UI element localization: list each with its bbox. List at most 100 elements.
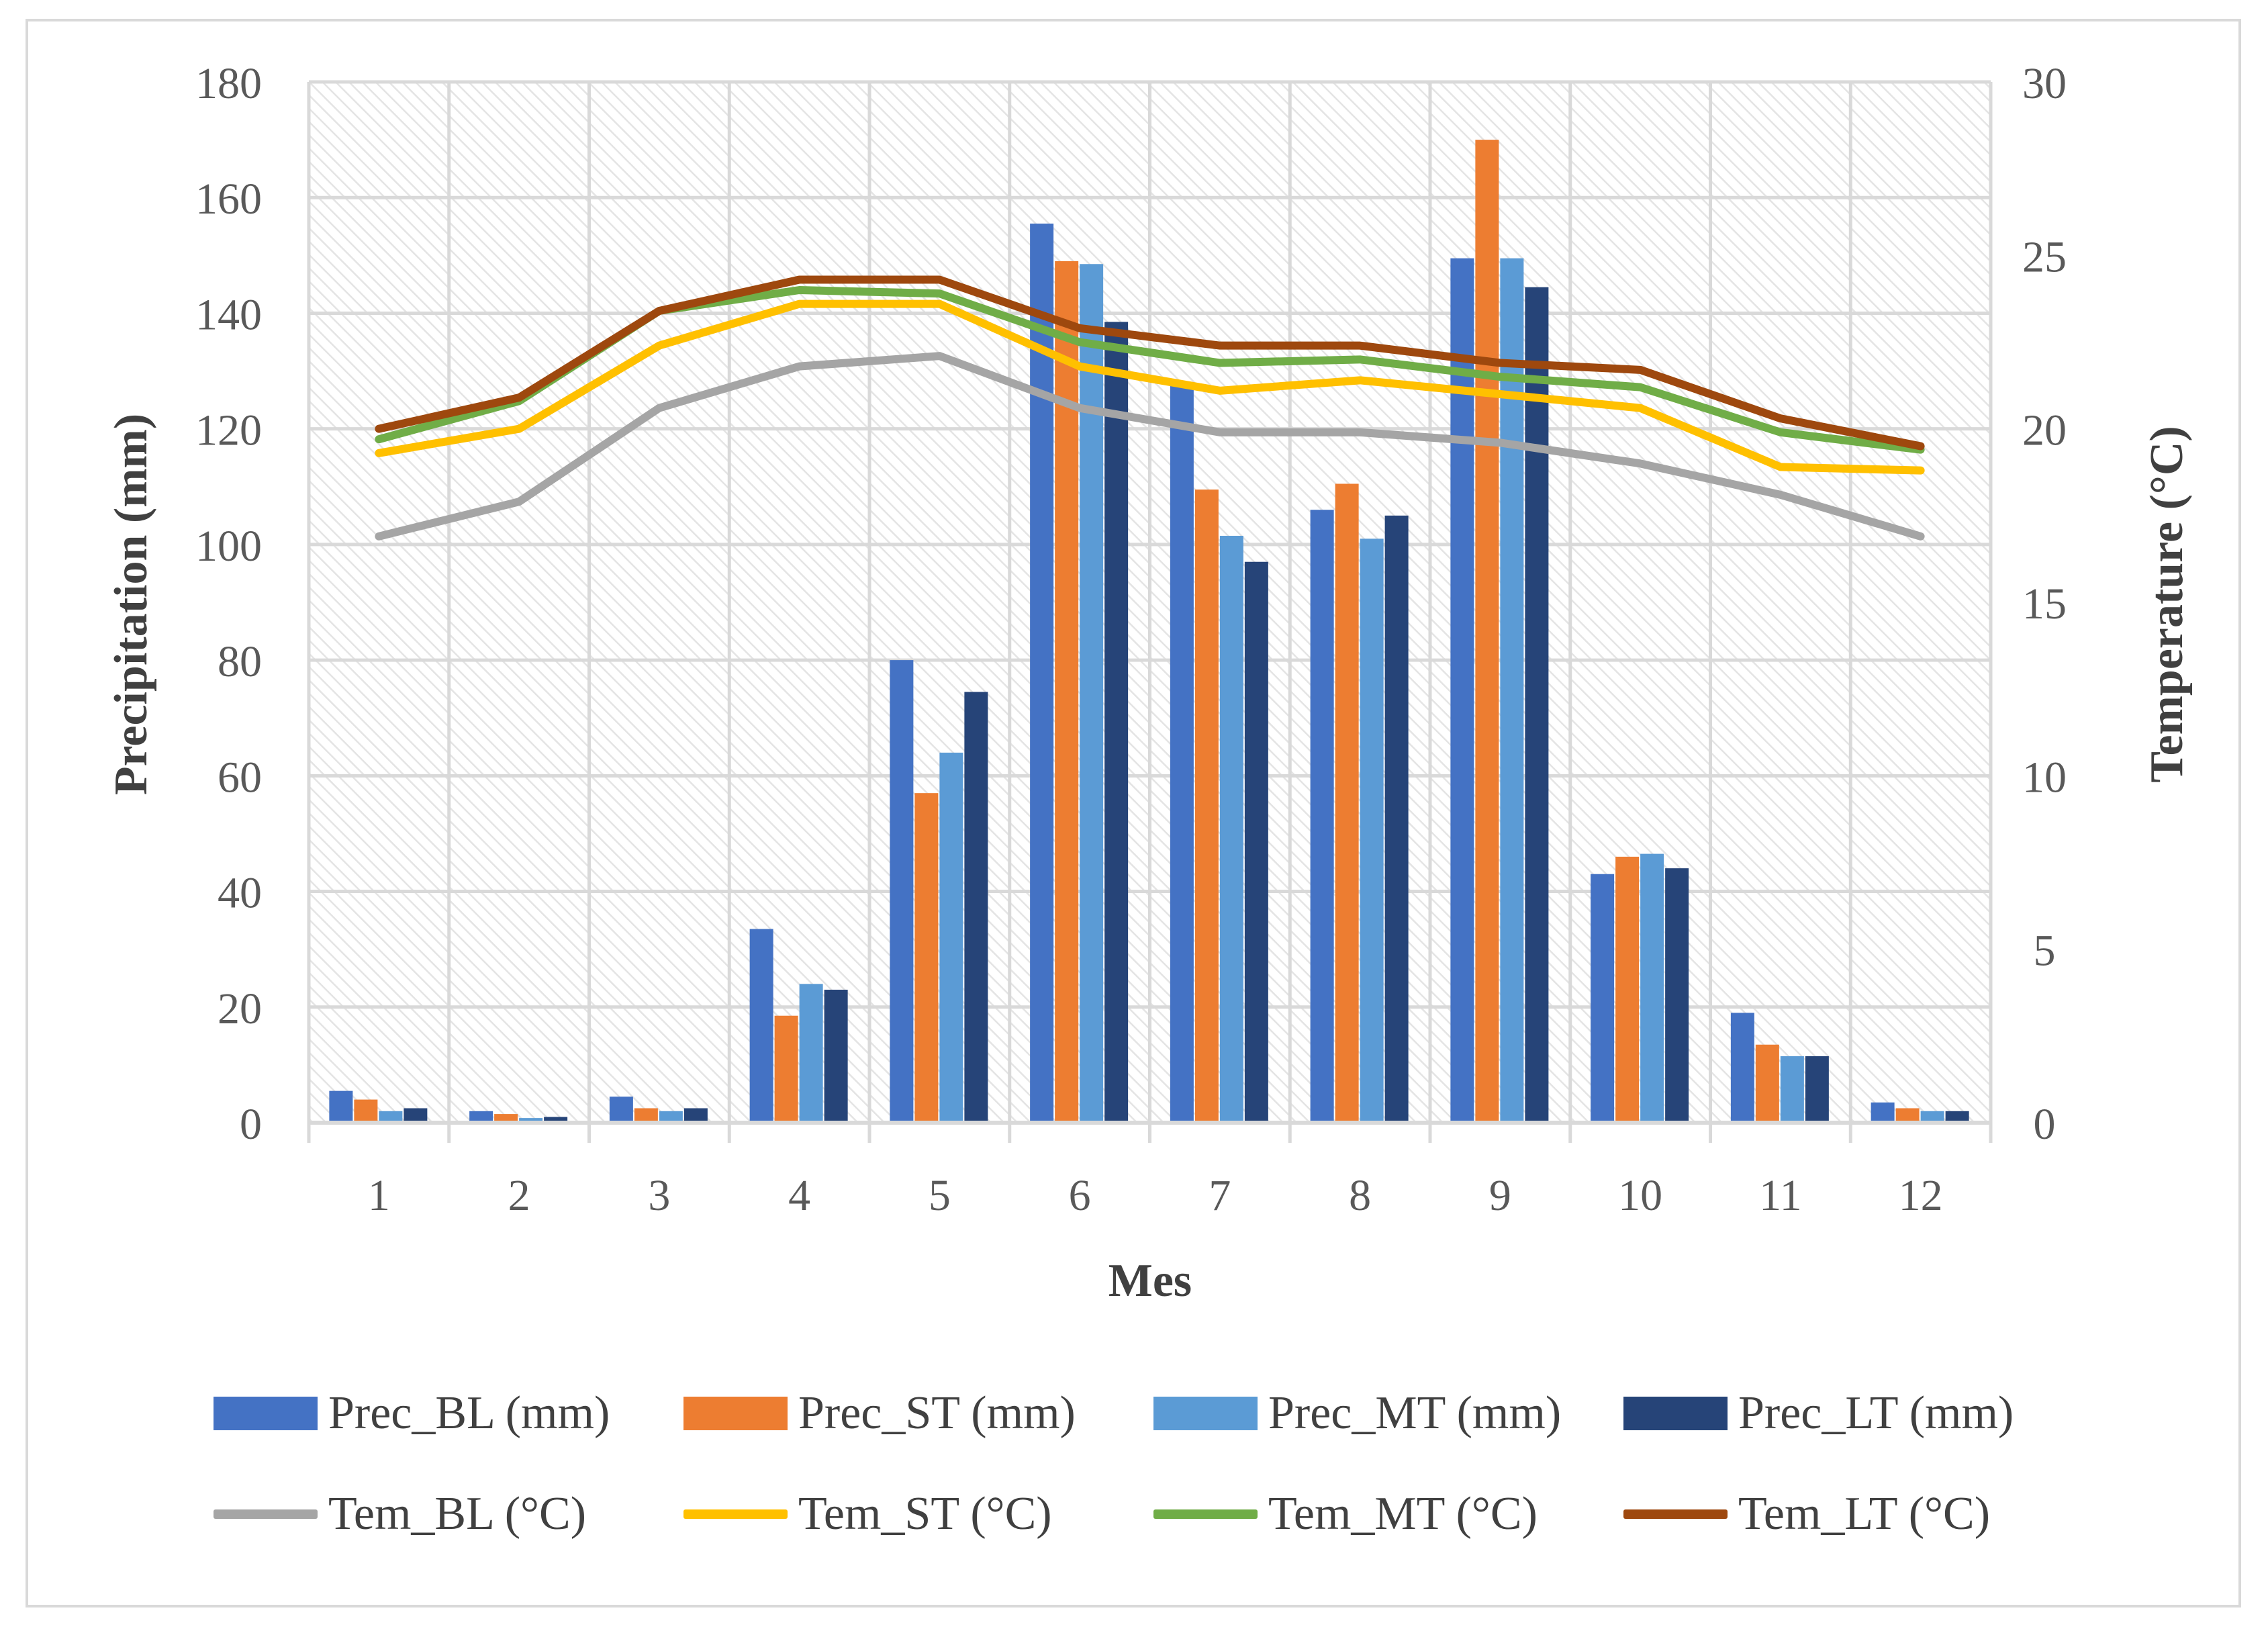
y2-axis-label: Temperature (°C) — [2141, 426, 2193, 783]
line-series-group — [375, 275, 1925, 541]
bar-prec-st-9 — [1475, 140, 1499, 1123]
bar-prec-lt-9 — [1525, 287, 1549, 1123]
legend-label-prec-bl: Prec_BL (mm) — [328, 1387, 610, 1439]
legend-swatch-tem-lt — [1623, 1509, 1728, 1519]
legend-swatch-prec-st — [683, 1397, 788, 1430]
legend: Prec_BL (mm) Prec_ST (mm) Prec_MT (mm) P… — [0, 1383, 2268, 1558]
y-axis-ticks: 0 20 40 60 80 100 120 140 160 180 — [195, 59, 262, 1149]
bar-prec-bl-4 — [749, 929, 773, 1123]
x-tick-label: 5 — [929, 1171, 951, 1220]
bar-prec-mt-2 — [519, 1118, 543, 1123]
y-tick-label: 180 — [195, 59, 262, 108]
gridlines — [307, 80, 1993, 1125]
axes — [307, 1121, 1993, 1143]
x-axis-label: Mes — [1108, 1255, 1192, 1307]
legend-swatch-prec-lt — [1623, 1397, 1728, 1430]
bar-prec-bl-2 — [469, 1111, 493, 1123]
y2-tick-label: 30 — [2022, 59, 2067, 108]
line-tem-st — [375, 299, 1925, 475]
bar-prec-lt-1 — [404, 1108, 428, 1123]
bar-prec-mt-12 — [1920, 1111, 1944, 1123]
bar-prec-mt-5 — [939, 752, 963, 1123]
legend-item-prec-lt: Prec_LT (mm) — [1623, 1383, 2014, 1444]
x-tick-label: 10 — [1618, 1171, 1662, 1220]
bar-prec-lt-6 — [1104, 322, 1129, 1123]
legend-item-tem-bl: Tem_BL (°C) — [214, 1484, 586, 1544]
legend-item-tem-lt: Tem_LT (°C) — [1623, 1484, 1990, 1544]
x-tick-label: 7 — [1209, 1171, 1231, 1220]
bar-prec-st-5 — [914, 793, 939, 1123]
bar-prec-bl-10 — [1591, 874, 1615, 1123]
y-tick-label: 140 — [195, 290, 262, 339]
bar-prec-mt-1 — [379, 1111, 403, 1123]
legend-label-tem-lt: Tem_LT (°C) — [1738, 1488, 1991, 1540]
legend-swatch-tem-st — [683, 1509, 788, 1519]
bar-prec-lt-4 — [824, 989, 848, 1123]
y2-tick-label: 0 — [2034, 1100, 2056, 1149]
bar-prec-bl-8 — [1310, 510, 1334, 1123]
legend-label-tem-bl: Tem_BL (°C) — [328, 1488, 587, 1540]
bar-series-group — [329, 140, 1969, 1123]
bar-prec-lt-11 — [1805, 1056, 1829, 1123]
bar-prec-st-4 — [774, 1015, 798, 1123]
legend-swatch-prec-mt — [1153, 1397, 1258, 1430]
line-tem-lt — [375, 275, 1925, 451]
x-tick-label: 11 — [1759, 1171, 1802, 1220]
bar-prec-lt-3 — [683, 1108, 708, 1123]
y2-axis-ticks: 0 5 10 15 20 25 30 — [2022, 59, 2067, 1149]
x-axis-ticks: 1 2 3 4 5 6 7 8 9 10 11 12 — [368, 1171, 1943, 1220]
bar-prec-lt-2 — [544, 1117, 568, 1123]
x-tick-label: 12 — [1899, 1171, 1943, 1220]
y-tick-label: 0 — [240, 1100, 262, 1149]
y-tick-label: 40 — [218, 869, 262, 918]
y-tick-label: 80 — [218, 637, 262, 686]
legend-label-tem-st: Tem_ST (°C) — [798, 1488, 1052, 1540]
legend-label-prec-st: Prec_ST (mm) — [798, 1387, 1076, 1439]
legend-swatch-tem-mt — [1153, 1509, 1258, 1519]
bar-prec-st-12 — [1895, 1108, 1920, 1123]
x-tick-label: 8 — [1349, 1171, 1371, 1220]
bar-prec-bl-1 — [329, 1090, 353, 1123]
x-tick-label: 4 — [788, 1171, 810, 1220]
y-tick-label: 60 — [218, 753, 262, 802]
legend-item-prec-st: Prec_ST (mm) — [683, 1383, 1076, 1444]
x-tick-label: 9 — [1489, 1171, 1511, 1220]
bar-prec-bl-5 — [890, 660, 914, 1123]
bar-prec-st-8 — [1335, 483, 1359, 1123]
y2-tick-label: 5 — [2034, 927, 2056, 976]
bar-prec-lt-7 — [1244, 561, 1268, 1123]
bar-prec-mt-3 — [659, 1111, 683, 1123]
bar-prec-st-7 — [1194, 490, 1219, 1123]
bar-prec-st-1 — [354, 1099, 378, 1123]
bar-prec-mt-11 — [1780, 1056, 1804, 1123]
x-tick-label: 3 — [648, 1171, 670, 1220]
bar-prec-st-3 — [634, 1108, 658, 1123]
bar-prec-mt-8 — [1360, 539, 1384, 1123]
y2-tick-label: 15 — [2022, 579, 2067, 628]
y2-tick-label: 10 — [2022, 753, 2067, 802]
bar-prec-mt-6 — [1080, 264, 1104, 1123]
y-tick-label: 160 — [195, 175, 262, 224]
y-tick-label: 120 — [195, 406, 262, 455]
bar-prec-mt-4 — [799, 984, 823, 1123]
bar-prec-mt-9 — [1500, 258, 1524, 1123]
bar-prec-st-10 — [1615, 856, 1640, 1123]
bar-prec-mt-10 — [1640, 853, 1664, 1123]
bar-prec-mt-7 — [1219, 535, 1243, 1123]
bar-prec-bl-9 — [1450, 258, 1474, 1123]
legend-swatch-tem-bl — [214, 1509, 318, 1519]
line-tem-bl — [375, 352, 1925, 541]
legend-item-tem-mt: Tem_MT (°C) — [1153, 1484, 1538, 1544]
bar-prec-lt-12 — [1945, 1111, 1969, 1123]
y-axis-label: Precipitation (mm) — [105, 414, 157, 795]
y2-tick-label: 25 — [2022, 232, 2067, 281]
bar-prec-st-6 — [1055, 261, 1079, 1123]
bar-prec-lt-5 — [964, 692, 988, 1123]
bar-prec-bl-3 — [609, 1097, 633, 1123]
y-tick-label: 20 — [218, 984, 262, 1033]
legend-label-prec-lt: Prec_LT (mm) — [1738, 1387, 2014, 1439]
legend-item-tem-st: Tem_ST (°C) — [683, 1484, 1052, 1544]
bar-prec-st-11 — [1755, 1044, 1779, 1123]
bar-prec-st-2 — [494, 1114, 518, 1123]
bar-prec-bl-6 — [1030, 223, 1054, 1123]
